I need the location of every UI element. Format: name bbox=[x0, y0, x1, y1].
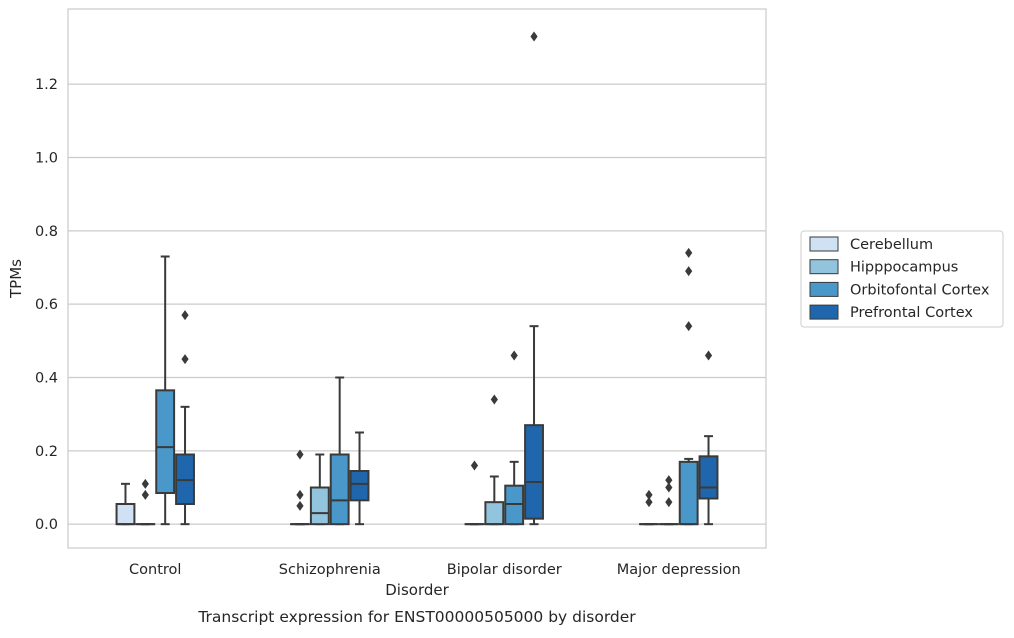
box bbox=[156, 390, 174, 493]
legend-label: Orbitofontal Cortex bbox=[850, 282, 990, 298]
box-group bbox=[351, 433, 369, 525]
y-tick-label: 1.2 bbox=[35, 77, 58, 93]
legend-label: Cerebellum bbox=[850, 237, 933, 253]
box-group bbox=[485, 395, 503, 525]
box bbox=[680, 462, 698, 524]
outlier-point bbox=[471, 461, 478, 471]
outlier-point bbox=[181, 310, 188, 320]
outlier-point bbox=[142, 479, 149, 489]
y-tick-label: 0.8 bbox=[35, 224, 58, 240]
y-tick-label: 0.0 bbox=[35, 517, 58, 533]
x-tick-label: Major depression bbox=[617, 562, 741, 578]
box bbox=[351, 471, 369, 500]
box-group bbox=[291, 450, 309, 525]
box-group bbox=[466, 461, 484, 525]
y-tick-labels: 0.0 0.2 0.4 0.6 0.8 1.0 1.2 bbox=[35, 77, 58, 533]
legend-swatch bbox=[810, 237, 838, 251]
box bbox=[525, 425, 543, 518]
outlier-point bbox=[142, 490, 149, 500]
box bbox=[311, 488, 329, 525]
legend-label: Prefrontal Cortex bbox=[850, 305, 973, 321]
x-tick-labels: Control Schizophrenia Bipolar disorder Majo… bbox=[129, 562, 741, 578]
outlier-point bbox=[645, 497, 652, 507]
box-group bbox=[525, 32, 543, 525]
legend: Cerebellum Hipppocampus Orbitofontal Corte… bbox=[801, 231, 1003, 327]
box bbox=[117, 504, 135, 524]
y-tick-label: 0.2 bbox=[35, 444, 58, 460]
box-group bbox=[660, 475, 678, 524]
outlier-point bbox=[685, 266, 692, 276]
y-tick-label: 1.0 bbox=[35, 151, 58, 167]
box-group bbox=[680, 248, 698, 524]
x-tick-label: Bipolar disorder bbox=[447, 562, 562, 578]
box-group bbox=[640, 490, 658, 524]
x-tick-label: Schizophrenia bbox=[279, 562, 381, 578]
legend-swatch bbox=[810, 282, 838, 296]
box bbox=[331, 455, 349, 525]
x-axis-label: Disorder bbox=[385, 581, 449, 599]
outlier-point bbox=[511, 351, 518, 361]
chart-caption: Transcript expression for ENST0000050500… bbox=[197, 608, 636, 626]
y-tick-label: 0.6 bbox=[35, 297, 58, 313]
outlier-point bbox=[705, 351, 712, 361]
outlier-point bbox=[530, 32, 537, 42]
y-tick-label: 0.4 bbox=[35, 371, 58, 387]
outlier-point bbox=[665, 483, 672, 493]
box bbox=[700, 456, 718, 498]
box-group bbox=[136, 479, 154, 524]
box-group bbox=[156, 257, 174, 525]
x-tick-label: Control bbox=[129, 562, 181, 578]
outlier-point bbox=[685, 248, 692, 258]
box-group bbox=[505, 351, 523, 525]
legend-swatch bbox=[810, 305, 838, 319]
box-group bbox=[176, 310, 194, 524]
legend-swatch bbox=[810, 260, 838, 274]
outlier-point bbox=[491, 395, 498, 405]
outlier-point bbox=[685, 321, 692, 331]
outlier-point bbox=[181, 354, 188, 364]
outlier-point bbox=[665, 497, 672, 507]
y-axis-label: TPMs bbox=[7, 259, 25, 299]
outlier-point bbox=[296, 501, 303, 511]
box-group bbox=[311, 455, 329, 525]
legend-label: Hipppocampus bbox=[850, 260, 958, 276]
outlier-point bbox=[296, 490, 303, 500]
box bbox=[485, 502, 503, 524]
box-group bbox=[117, 484, 135, 524]
box-group bbox=[700, 351, 718, 525]
